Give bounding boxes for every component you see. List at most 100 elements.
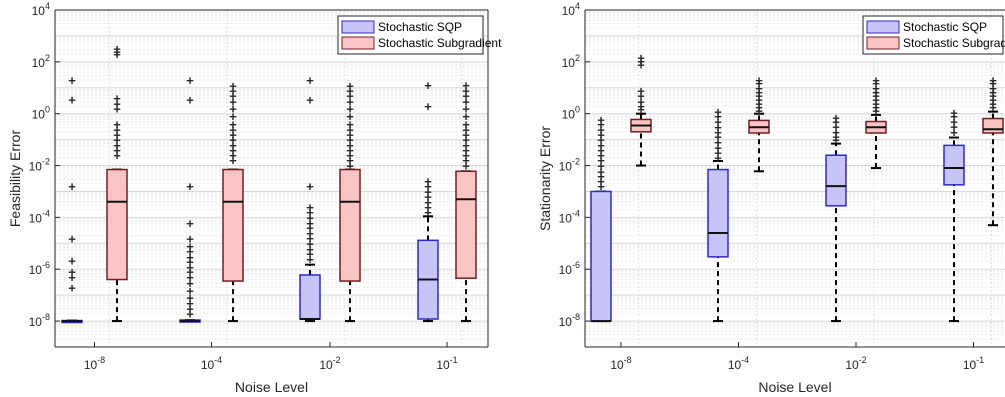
y-tick-label: 10-8 — [29, 312, 50, 329]
box-body — [590, 190, 612, 322]
outlier-marker: + — [186, 291, 194, 306]
y-tick-label: 102 — [32, 53, 50, 70]
outlier-marker: + — [950, 114, 958, 129]
outlier-marker: + — [950, 125, 958, 140]
outlier-marker: + — [872, 100, 880, 115]
y-tick-label-base: 10 — [32, 4, 46, 18]
outlier-marker: + — [68, 265, 76, 280]
outlier-marker: + — [714, 125, 722, 140]
outlier-marker: + — [113, 122, 121, 137]
outlier-marker: + — [306, 226, 314, 241]
x-tick-label: 10-8 — [84, 355, 105, 372]
panel-2: 10-810-610-410-2100102104+++++++++++++++… — [537, 1, 1005, 395]
outlier-marker: + — [832, 130, 840, 145]
x-tick-label-base: 10 — [610, 358, 624, 372]
outlier-marker: + — [832, 114, 840, 129]
outlier-marker: + — [832, 133, 840, 148]
outlier-marker: + — [597, 169, 605, 184]
outlier-marker: + — [462, 83, 470, 98]
y-tick-label-exp: -2 — [42, 157, 50, 167]
x-tick-label: 10-1 — [436, 355, 457, 372]
legend-label: Stochastic Subgradient — [903, 36, 1005, 50]
outlier-marker: + — [462, 89, 470, 104]
y-tick-label-exp: -6 — [42, 260, 50, 270]
y-tick-label-base: 10 — [29, 211, 43, 225]
outlier-marker: + — [186, 244, 194, 259]
y-tick-label: 10-6 — [29, 260, 50, 277]
outlier-marker: + — [186, 232, 194, 247]
box-sqp-1: ++++++++ — [61, 73, 83, 324]
outlier-marker: + — [68, 93, 76, 108]
box-subgradient-1: ++++++++ — [630, 50, 652, 167]
y-tick-label: 100 — [32, 105, 50, 122]
outlier-marker: + — [597, 174, 605, 189]
outlier-marker: + — [346, 117, 354, 132]
outlier-marker: + — [755, 73, 763, 88]
y-tick-label-base: 10 — [29, 315, 43, 329]
outlier-marker: + — [68, 280, 76, 295]
outlier-marker: + — [872, 76, 880, 91]
legend-swatch — [866, 20, 900, 34]
outlier-marker: + — [346, 143, 354, 158]
box-body — [339, 168, 361, 282]
outlier-marker: + — [186, 93, 194, 108]
y-tick-label: 10-8 — [559, 312, 580, 329]
outlier-marker: + — [714, 145, 722, 160]
outlier-marker: + — [229, 122, 237, 137]
box-sqp-3: ++++++ — [825, 111, 847, 323]
box-sqp-3: ++++++++++++++ — [299, 73, 321, 323]
legend-swatch — [341, 36, 375, 50]
outlier-marker: + — [229, 79, 237, 94]
legend-label: Stochastic SQP — [378, 20, 462, 34]
box-subgradient-3: +++++++++++++++ — [339, 79, 361, 323]
outlier-marker: + — [714, 114, 722, 129]
y-tick-label: 102 — [562, 53, 580, 70]
y-tick-label: 100 — [562, 105, 580, 122]
outlier-marker: + — [186, 260, 194, 275]
outlier-marker: + — [229, 101, 237, 116]
outlier-marker: + — [346, 89, 354, 104]
outlier-marker: + — [424, 205, 432, 220]
outlier-marker: + — [597, 159, 605, 174]
outlier-marker: + — [229, 94, 237, 109]
outlier-marker: + — [113, 101, 121, 116]
outlier-marker: + — [755, 93, 763, 108]
outlier-marker: + — [462, 159, 470, 174]
outlier-marker: + — [714, 109, 722, 124]
outlier-marker: + — [637, 50, 645, 65]
box-body — [222, 168, 244, 282]
box-subgradient-4: ++++++++ — [982, 73, 1004, 227]
box-sqp-4: +++++ — [943, 106, 965, 323]
outlier-marker: + — [462, 133, 470, 148]
outlier-marker: + — [113, 127, 121, 142]
outlier-marker: + — [462, 94, 470, 109]
outlier-marker: + — [872, 96, 880, 111]
x-tick-label-exp: -2 — [859, 355, 867, 365]
outlier-marker: + — [186, 270, 194, 285]
outlier-marker: + — [306, 200, 314, 215]
outlier-marker: + — [346, 94, 354, 109]
outlier-marker: + — [597, 127, 605, 142]
outlier-marker: + — [229, 117, 237, 132]
y-tick-label-exp: 2 — [575, 53, 580, 63]
y-tick-label: 10-4 — [29, 208, 50, 225]
x-tick-label-base: 10 — [84, 358, 98, 372]
outlier-marker: + — [306, 242, 314, 257]
y-tick-label-exp: -4 — [42, 208, 50, 218]
box-body — [455, 170, 477, 279]
outlier-marker: + — [186, 216, 194, 231]
outlier-marker: + — [462, 153, 470, 168]
x-tick-label-base: 10 — [436, 358, 450, 372]
y-tick-label-exp: 4 — [45, 1, 50, 11]
legend-swatch — [341, 20, 375, 34]
outlier-marker: + — [346, 101, 354, 116]
outlier-marker: + — [306, 236, 314, 251]
y-tick-label-base: 10 — [562, 108, 576, 122]
outlier-marker: + — [424, 184, 432, 199]
outlier-marker: + — [424, 174, 432, 189]
outlier-marker: + — [306, 210, 314, 225]
outlier-marker: + — [637, 83, 645, 98]
outlier-marker: + — [462, 143, 470, 158]
outlier-marker: + — [306, 247, 314, 262]
outlier-marker: + — [68, 270, 76, 285]
